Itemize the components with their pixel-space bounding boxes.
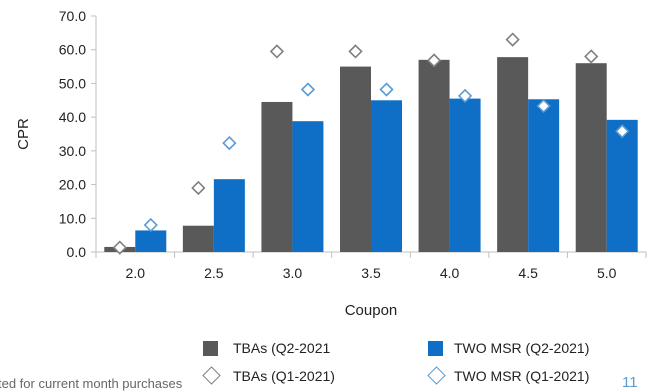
bar-two-msr-q2 [528, 99, 560, 252]
chart-bars [104, 57, 638, 253]
legend-label-two-msr-q2: TWO MSR (Q2-2021) [454, 340, 590, 356]
bar-two-msr-q2 [135, 230, 167, 252]
y-tick-label: 10.0 [59, 210, 86, 226]
x-tick-label: 2.5 [204, 265, 224, 281]
x-tick-label: 4.5 [518, 265, 538, 281]
y-tick-label: 0.0 [67, 244, 87, 260]
marker-tbas-q1 [112, 240, 127, 255]
marker-two-msr-q1 [457, 88, 473, 104]
marker-tbas-q1 [348, 44, 363, 59]
cpr-chart: 0.0 10.0 20.0 30.0 40.0 50.0 60.0 70.0 2.0 2.5 3.0… [15, 8, 647, 319]
legend-diamond-two-msr-q1 [427, 366, 446, 385]
marker-two-msr-q1 [300, 82, 316, 97]
bar-two-msr-q2 [371, 100, 402, 253]
marker-tbas-q1 [426, 53, 442, 68]
legend-swatch-tbas-q2 [203, 341, 218, 356]
legend-label-tbas-q1: TBAs (Q1-2021) [233, 368, 335, 384]
x-tick-label: 5.0 [597, 265, 617, 281]
bar-tbas-q2 [261, 101, 293, 252]
bar-tbas-q2 [182, 225, 214, 252]
x-tick-label: 2.0 [126, 265, 146, 281]
legend-label-tbas-q2: TBAs (Q2-2021 [233, 340, 331, 356]
marker-two-msr-q1 [379, 82, 394, 97]
y-tick-label: 50.0 [59, 75, 86, 91]
bar-tbas-q2 [497, 57, 529, 253]
marker-two-msr-q1 [143, 217, 158, 233]
bar-tbas-q2 [575, 63, 607, 253]
footer-note: ted for current month purchases [0, 376, 183, 391]
marker-two-msr-q1 [615, 124, 630, 139]
legend-swatch-two-msr-q2 [428, 341, 443, 356]
x-tick-label: 4.0 [440, 265, 460, 281]
y-tick-label: 70.0 [59, 8, 86, 24]
page-number: 11 [622, 374, 638, 391]
bar-two-msr-q2 [292, 121, 324, 252]
bar-two-msr-q2 [213, 179, 245, 252]
marker-two-msr-q1 [222, 135, 237, 151]
marker-tbas-q1 [505, 32, 520, 47]
x-tick-label: 3.0 [283, 265, 303, 281]
bar-tbas-q2 [340, 66, 371, 252]
marker-tbas-q1 [584, 49, 599, 64]
y-tick-label: 20.0 [59, 177, 86, 193]
marker-two-msr-q1 [536, 98, 551, 114]
bar-two-msr-q2 [606, 119, 638, 252]
marker-tbas-q1 [269, 44, 285, 59]
legend-label-two-msr-q1: TWO MSR (Q1-2021) [454, 368, 590, 384]
bar-tbas-q2 [418, 59, 450, 253]
legend-diamond-tbas-q1 [202, 366, 221, 385]
chart-markers [112, 32, 630, 255]
y-axis-label: CPR [15, 118, 32, 150]
y-tick-label: 60.0 [59, 42, 86, 58]
x-axis-label: Coupon [345, 302, 398, 319]
x-tick-label: 3.5 [361, 265, 381, 281]
y-tick-label: 40.0 [59, 109, 86, 125]
y-tick-label: 30.0 [59, 143, 86, 159]
bar-two-msr-q2 [449, 98, 481, 252]
marker-tbas-q1 [191, 180, 206, 196]
